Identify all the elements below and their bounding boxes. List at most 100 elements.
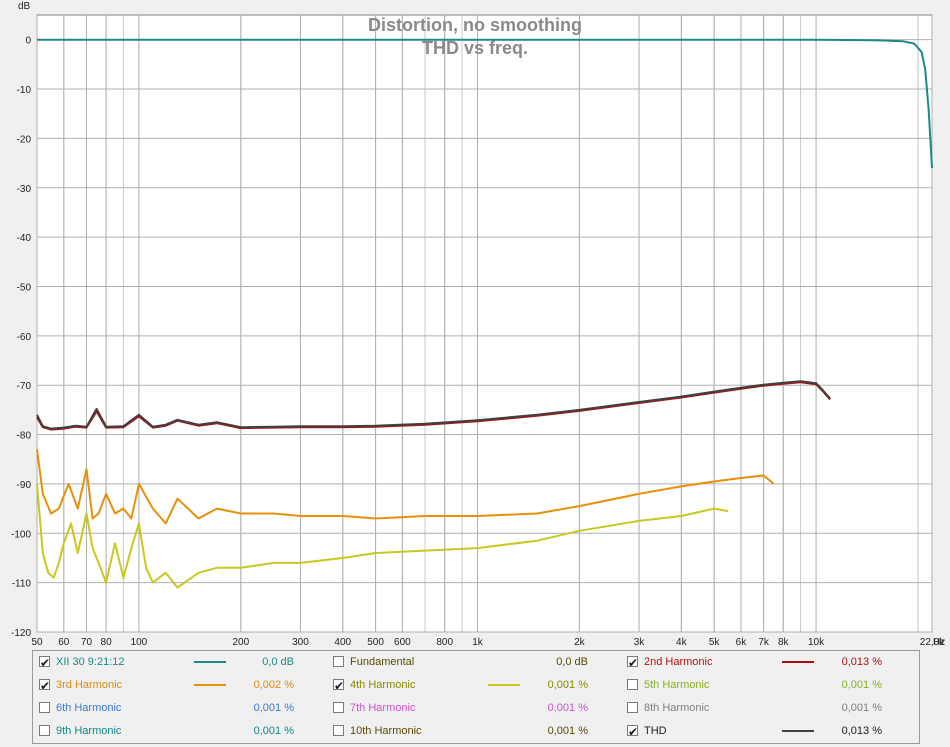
legend-row: 6th Harmonic 0,001 % 7th Harmonic 0,001 % 8t…: [33, 697, 919, 720]
legend-item: ✔ XII 30 9:21:12 0,0 dB: [39, 653, 324, 671]
legend-value: 0,001 %: [841, 702, 882, 714]
x-tick-label: 60: [58, 637, 70, 648]
legend-row: ✔ XII 30 9:21:12 0,0 dB Fundamental 0,0 dB ✔ 2…: [33, 651, 919, 674]
legend-value: 0,001 %: [547, 702, 588, 714]
legend-value: 0,002 %: [253, 679, 294, 691]
chart-subtitle: THD vs freq.: [422, 38, 528, 58]
legend-label: 5th Harmonic: [644, 679, 710, 691]
legend-checkbox[interactable]: [627, 702, 638, 713]
legend-checkbox[interactable]: ✔: [627, 725, 638, 739]
y-tick-label: -30: [17, 184, 32, 195]
checkmark-icon: ✔: [40, 679, 51, 693]
legend-value: 0,001 %: [547, 725, 588, 737]
y-tick-label: -80: [17, 431, 32, 442]
x-tick-label: 200: [232, 637, 249, 648]
legend-checkbox[interactable]: [333, 725, 344, 736]
x-tick-label: 7k: [758, 637, 770, 648]
y-tick-label: -120: [11, 628, 31, 639]
y-tick-label: -90: [17, 480, 32, 491]
legend-checkbox[interactable]: [333, 656, 344, 667]
legend-item: 9th Harmonic 0,001 %: [39, 722, 324, 740]
checkmark-icon: ✔: [40, 656, 51, 670]
legend-value: 0,001 %: [253, 725, 294, 737]
x-tick-label: 5k: [709, 637, 721, 648]
x-tick-label: 3k: [634, 637, 646, 648]
series-line-thd: [36, 380, 831, 430]
x-tick-label: 10k: [808, 637, 825, 648]
y-tick-label: 0: [25, 36, 31, 47]
legend-label: 7th Harmonic: [350, 702, 416, 714]
legend-value: 0,013 %: [841, 656, 882, 668]
legend-label: 3rd Harmonic: [56, 679, 123, 691]
checkmark-icon: ✔: [628, 725, 639, 739]
legend-checkbox[interactable]: [627, 679, 638, 690]
legend-value: 0,0 dB: [556, 656, 588, 668]
x-tick-label: 80: [101, 637, 113, 648]
tick-labels: 50 60 70 80 100 200 300 400 500 600 800 1k 2k 3k 4k 5k 6…: [11, 36, 945, 648]
legend-checkbox[interactable]: [333, 702, 344, 713]
legend-swatch: [194, 684, 226, 686]
legend-value: 0,013 %: [841, 725, 882, 737]
x-tick-label: 100: [131, 637, 148, 648]
x-tick-label: 4k: [676, 637, 688, 648]
series-line-3rd-harmonic: [36, 449, 775, 525]
legend-item: ✔ 2nd Harmonic 0,013 %: [627, 653, 912, 671]
series-layer: [36, 38, 933, 589]
plot-area: [36, 14, 933, 633]
x-tick-label: 6k: [736, 637, 748, 648]
legend-item: 5th Harmonic 0,001 %: [627, 676, 912, 694]
legend-label: 4th Harmonic: [350, 679, 416, 691]
legend-label: 6th Harmonic: [56, 702, 122, 714]
series-line-xii-30-9-21-12: [37, 38, 933, 169]
legend-checkbox[interactable]: ✔: [333, 679, 344, 693]
legend-swatch: [194, 661, 226, 663]
x-tick-label: 1k: [472, 637, 484, 648]
legend-item: Fundamental 0,0 dB: [333, 653, 618, 671]
x-tick-label: 600: [394, 637, 411, 648]
x-tick-label: 50: [31, 637, 43, 648]
x-unit-label: Hz: [933, 637, 945, 648]
legend-row: 9th Harmonic 0,001 % 10th Harmonic 0,001 % ✔…: [33, 720, 919, 743]
x-tick-label: 70: [81, 637, 93, 648]
legend-item: 6th Harmonic 0,001 %: [39, 699, 324, 717]
y-tick-label: -100: [11, 529, 31, 540]
legend-swatch: [782, 730, 814, 732]
legend-item: 7th Harmonic 0,001 %: [333, 699, 618, 717]
legend-label: Fundamental: [350, 656, 415, 668]
x-tick-label: 8k: [778, 637, 790, 648]
y-tick-label: -110: [12, 579, 32, 590]
y-tick-label: -40: [17, 233, 32, 244]
legend-label: 9th Harmonic: [56, 725, 122, 737]
chart-title: Distortion, no smoothing: [368, 15, 582, 35]
legend-item: ✔ 3rd Harmonic 0,002 %: [39, 676, 324, 694]
legend-item: 8th Harmonic 0,001 %: [627, 699, 912, 717]
legend-label: 10th Harmonic: [350, 725, 422, 737]
legend-label: XII 30 9:21:12: [56, 656, 125, 668]
x-tick-label: 400: [334, 637, 351, 648]
legend-value: 0,001 %: [253, 702, 294, 714]
legend-swatch: [782, 661, 814, 663]
x-tick-label: 2k: [574, 637, 586, 648]
x-tick-label: 300: [292, 637, 309, 648]
legend-checkbox[interactable]: ✔: [39, 656, 50, 670]
y-tick-label: -20: [17, 134, 32, 145]
legend-value: 0,001 %: [841, 679, 882, 691]
y-axis-unit-label: dB: [18, 1, 31, 12]
y-tick-label: -70: [17, 381, 32, 392]
legend-checkbox[interactable]: ✔: [627, 656, 638, 670]
legend-checkbox[interactable]: ✔: [39, 679, 50, 693]
legend-row: ✔ 3rd Harmonic 0,002 % ✔ 4th Harmonic 0,001 %…: [33, 674, 919, 697]
legend-checkbox[interactable]: [39, 725, 50, 736]
y-tick-label: -60: [17, 332, 32, 343]
legend-label: THD: [644, 725, 667, 737]
legend-label: 2nd Harmonic: [644, 656, 713, 668]
legend-checkbox[interactable]: [39, 702, 50, 713]
legend-value: 0,0 dB: [262, 656, 294, 668]
legend-swatch: [488, 684, 520, 686]
y-tick-label: -10: [17, 85, 32, 96]
x-tick-label: 800: [436, 637, 453, 648]
legend-label: 8th Harmonic: [644, 702, 710, 714]
legend-item: 10th Harmonic 0,001 %: [333, 722, 618, 740]
checkmark-icon: ✔: [334, 679, 345, 693]
y-tick-label: -50: [17, 282, 32, 293]
